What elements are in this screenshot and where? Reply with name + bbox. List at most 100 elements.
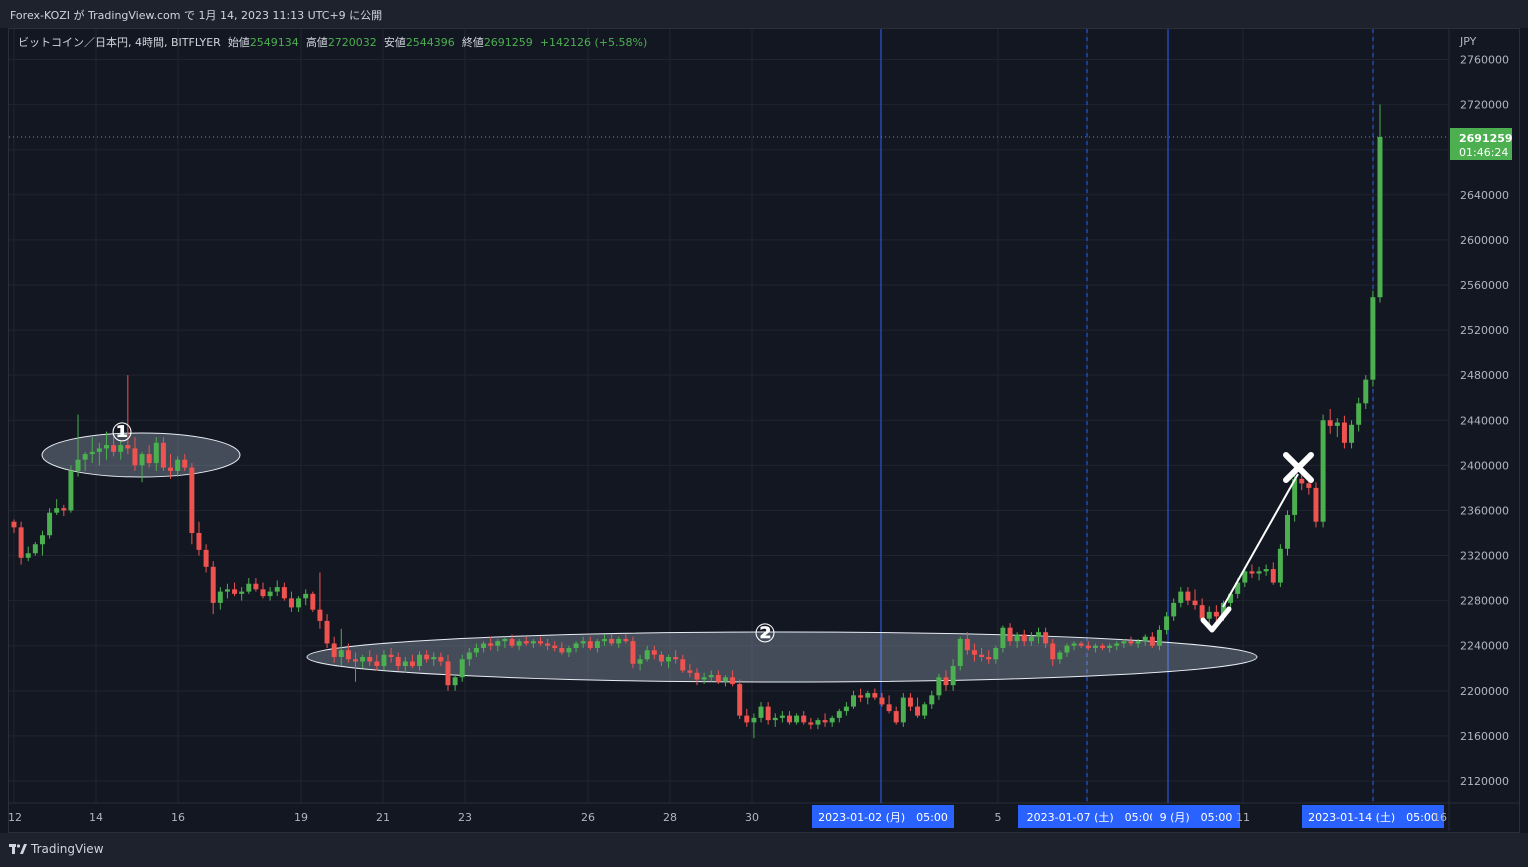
- candle-body: [18, 527, 24, 558]
- candle-body: [779, 715, 785, 718]
- candle-body: [1235, 582, 1241, 594]
- candle-body: [730, 677, 736, 685]
- candle-body: [32, 544, 38, 554]
- candle-body: [979, 654, 985, 657]
- candle-body: [360, 656, 366, 662]
- time-tick-label: 26: [581, 811, 595, 824]
- price-tick-label: 2280000: [1460, 595, 1509, 608]
- candle-body: [694, 672, 700, 680]
- candle-body: [374, 661, 380, 667]
- price-tick-label: 2360000: [1460, 504, 1509, 517]
- price-tick-label: 2560000: [1460, 279, 1509, 292]
- close-label: 終値: [461, 36, 484, 49]
- time-tick-label: 11: [1236, 811, 1250, 824]
- candle-body: [1199, 605, 1205, 619]
- candle-body: [146, 454, 152, 464]
- candle-body: [1149, 636, 1155, 646]
- candle-body: [815, 720, 821, 725]
- candle-body: [111, 445, 117, 452]
- candle-body: [808, 722, 814, 725]
- candle-body: [381, 654, 387, 667]
- candle-body: [794, 715, 800, 723]
- candle-body: [943, 677, 949, 686]
- candle-body: [1220, 602, 1226, 617]
- candle-body: [402, 661, 408, 667]
- candle-body: [758, 706, 764, 718]
- candle-body: [986, 656, 992, 660]
- candle-body: [858, 695, 864, 698]
- candle-body: [772, 717, 778, 721]
- candle-body: [1128, 641, 1134, 644]
- candle-body: [1028, 636, 1034, 642]
- chart-frame[interactable]: [8, 28, 1520, 833]
- time-tick-label: 19: [294, 811, 308, 824]
- candle-body: [196, 532, 202, 550]
- bar-countdown: 01:46:24: [1459, 146, 1508, 159]
- candle-body: [395, 656, 401, 667]
- candle-body: [1043, 632, 1049, 644]
- candle-body: [687, 670, 693, 673]
- close-value: 2691259: [483, 36, 533, 49]
- candle-body: [1057, 652, 1063, 660]
- candle-body: [139, 454, 145, 466]
- footer-bar: TradingView: [0, 833, 1528, 867]
- candle-body: [545, 643, 551, 646]
- candle-body: [488, 643, 494, 646]
- candle-body: [132, 448, 138, 466]
- price-tick-label: 2240000: [1460, 640, 1509, 653]
- candle-body: [288, 598, 294, 608]
- candle-body: [516, 641, 522, 646]
- candle-body: [1064, 645, 1070, 653]
- candle-body: [971, 650, 977, 655]
- candle-body: [153, 442, 159, 464]
- candle-body: [680, 659, 686, 671]
- candle-body: [68, 470, 74, 511]
- cross-mark-icon: [1283, 452, 1314, 483]
- tradingview-logo[interactable]: TradingView: [9, 842, 104, 856]
- candle-body: [1107, 645, 1113, 648]
- time-tick-label: 14: [89, 811, 103, 824]
- ohlc-legend: ビットコイン／日本円, 4時間, BITFLYER 始値2549134 高値27…: [18, 34, 647, 50]
- candle-body: [744, 715, 750, 723]
- candle-body: [594, 641, 600, 648]
- candle-body: [1142, 636, 1148, 642]
- candle-body: [317, 609, 323, 621]
- time-tick-label: 12: [8, 811, 22, 824]
- candle-body: [1299, 478, 1305, 484]
- candle-body: [580, 641, 586, 644]
- time-axis-highlight-label: 2023-01-07 (土) 05:00: [1027, 811, 1157, 824]
- candle-body: [1178, 591, 1184, 603]
- price-tick-label: 2600000: [1460, 234, 1509, 247]
- symbol-name[interactable]: ビットコイン／日本円, 4時間, BITFLYER: [18, 36, 221, 49]
- candle-body: [936, 677, 942, 696]
- candle-body: [281, 587, 287, 599]
- candle-body: [708, 675, 714, 678]
- candle-body: [1014, 634, 1020, 642]
- time-axis-highlight: [1302, 805, 1444, 828]
- price-tick-label: 2480000: [1460, 369, 1509, 382]
- time-axis-highlight-label: 2023-01-14 (土) 05:00: [1308, 811, 1438, 824]
- check-mark-icon: [1200, 606, 1232, 633]
- price-tick-label: 2160000: [1460, 730, 1509, 743]
- candle-body: [843, 706, 849, 712]
- currency-label: JPY: [1459, 35, 1477, 48]
- candle-body: [1185, 591, 1191, 601]
- candle-body: [751, 717, 757, 723]
- candle-body: [1114, 643, 1120, 646]
- time-axis-highlight-label: 2023-01-02 (月) 05:00: [818, 811, 948, 824]
- candle-body: [61, 508, 67, 511]
- candle-body: [473, 647, 479, 653]
- candle-body: [715, 675, 721, 682]
- time-tick-label: 5: [995, 811, 1002, 824]
- candle-body: [89, 451, 95, 455]
- candle-body: [338, 650, 344, 657]
- candle-body: [1242, 571, 1248, 583]
- candle-body: [1263, 569, 1269, 572]
- candle-body: [1036, 632, 1041, 637]
- candle-body: [559, 647, 565, 653]
- candle-body: [452, 677, 458, 686]
- open-label: 始値: [227, 36, 250, 49]
- candle-body: [54, 508, 60, 513]
- candle-body: [737, 684, 743, 716]
